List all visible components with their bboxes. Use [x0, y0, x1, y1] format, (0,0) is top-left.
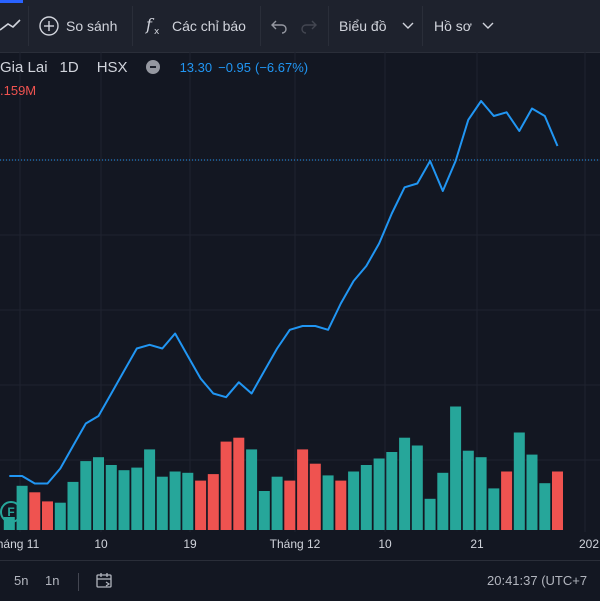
- volume-bar: [437, 472, 449, 530]
- volume-bar: [54, 502, 66, 530]
- x-tick-label: 10: [94, 537, 108, 551]
- x-tick-label: 19: [183, 537, 197, 551]
- price-change: −0.95: [218, 59, 252, 75]
- volume-bar: [424, 498, 436, 530]
- volume-bars: [3, 406, 563, 530]
- x-tick-label: Tháng 12: [269, 537, 321, 551]
- price-line: [9, 100, 559, 485]
- toolbar-divider: [328, 6, 329, 46]
- line-chart-icon: [0, 19, 21, 31]
- volume-bar: [271, 476, 283, 530]
- svg-text:x: x: [154, 27, 160, 37]
- volume-bar: [399, 437, 411, 530]
- volume-bar: [67, 481, 79, 530]
- range-1y-button[interactable]: 1n: [45, 573, 60, 588]
- chart-style-button[interactable]: [0, 0, 24, 52]
- profile-menu-label: Hồ sơ: [434, 18, 472, 34]
- volume-bar: [3, 517, 15, 530]
- volume-bar: [42, 501, 53, 530]
- volume-bar: [501, 471, 513, 530]
- volume-bar: [233, 437, 245, 530]
- bottom-toolbar: 5n 1n 20:41:37 (UTC+7: [0, 560, 600, 601]
- time-axis[interactable]: háng 11 10 19 Tháng 12 10 21 202: [0, 532, 600, 556]
- undo-button[interactable]: [270, 0, 288, 52]
- profile-menu-button[interactable]: Hồ sơ: [434, 0, 494, 52]
- x-tick-label: háng 11: [0, 537, 40, 551]
- range-5y-button[interactable]: 5n: [14, 573, 29, 588]
- plus-circle-icon: [39, 16, 59, 36]
- volume-bar: [373, 458, 385, 530]
- volume-bar: [335, 480, 347, 530]
- volume-bar: [105, 465, 117, 530]
- volume-bar: [182, 472, 194, 530]
- volume-bar: [411, 445, 423, 530]
- timezone-clock[interactable]: 20:41:37 (UTC+7: [487, 573, 588, 588]
- chevron-down-icon: [402, 22, 414, 29]
- volume-bar: [156, 476, 168, 530]
- compare-button[interactable]: So sánh: [38, 0, 117, 52]
- volume-bar: [144, 449, 156, 530]
- volume-bar: [169, 471, 181, 530]
- volume-bar: [93, 457, 104, 530]
- volume-bar: [552, 471, 563, 530]
- chevron-down-icon: [482, 22, 494, 29]
- top-toolbar: So sánh f x Các chỉ báo Biểu đồ Hồ sơ: [0, 0, 600, 53]
- svg-text:f: f: [145, 15, 155, 34]
- last-price: 13.30: [179, 59, 213, 75]
- x-tick-label: 21: [470, 537, 484, 551]
- price-chart[interactable]: [0, 0, 600, 560]
- volume-bar: [309, 463, 321, 530]
- volume-bar: [29, 492, 41, 530]
- volume-bar: [488, 488, 500, 530]
- compare-label: So sánh: [66, 18, 118, 34]
- bottom-divider: [78, 573, 79, 591]
- x-tick-label: 10: [378, 537, 392, 551]
- collapse-legend-button[interactable]: [145, 60, 160, 74]
- toolbar-divider: [28, 6, 29, 46]
- volume-bar: [258, 491, 270, 530]
- volume-bar: [360, 465, 372, 530]
- volume-bar: [450, 406, 462, 530]
- volume-bar: [386, 452, 398, 530]
- volume-bar: [207, 474, 219, 530]
- symbol-exchange[interactable]: HSX: [96, 58, 128, 76]
- volume-bar: [322, 475, 334, 530]
- financials-badge[interactable]: F: [0, 501, 22, 523]
- active-indicator: [0, 0, 23, 3]
- volume-bar: [118, 470, 130, 530]
- toolbar-divider: [132, 6, 133, 46]
- x-tick-label: 202: [578, 537, 600, 551]
- date-range-icon[interactable]: [95, 572, 115, 590]
- indicators-label: Các chỉ báo: [172, 18, 246, 34]
- toolbar-divider: [422, 6, 423, 46]
- volume-bar: [462, 450, 474, 530]
- volume-bar: [195, 480, 207, 530]
- volume-bar: [475, 457, 487, 530]
- price-change-percent: (−6.67%): [255, 59, 309, 75]
- chart-menu-button[interactable]: Biểu đồ: [339, 0, 414, 52]
- redo-button[interactable]: [300, 0, 318, 52]
- symbol-name[interactable]: Gia Lai: [0, 58, 48, 76]
- volume-bar: [526, 454, 538, 530]
- symbol-interval[interactable]: 1D: [59, 58, 79, 76]
- volume-bar: [131, 467, 143, 530]
- toolbar-divider: [260, 6, 261, 46]
- chart-menu-label: Biểu đồ: [339, 18, 387, 34]
- symbol-legend: Gia Lai 1D HSX 13.30 −0.95 (−6.67%): [0, 56, 320, 78]
- volume-bar: [284, 480, 296, 530]
- redo-icon: [301, 20, 317, 34]
- volume-bar: [16, 485, 28, 530]
- volume-bar: [348, 471, 360, 530]
- undo-icon: [271, 20, 287, 34]
- volume-bar: [297, 449, 309, 530]
- volume-legend: .159M: [0, 83, 37, 98]
- volume-bar: [246, 449, 258, 530]
- volume-bar: [539, 483, 551, 530]
- function-icon: f x: [145, 15, 160, 37]
- indicators-button[interactable]: f x Các chỉ báo: [144, 0, 246, 52]
- volume-bar: [80, 461, 92, 530]
- volume-bar: [220, 441, 232, 530]
- volume-bar: [513, 432, 525, 530]
